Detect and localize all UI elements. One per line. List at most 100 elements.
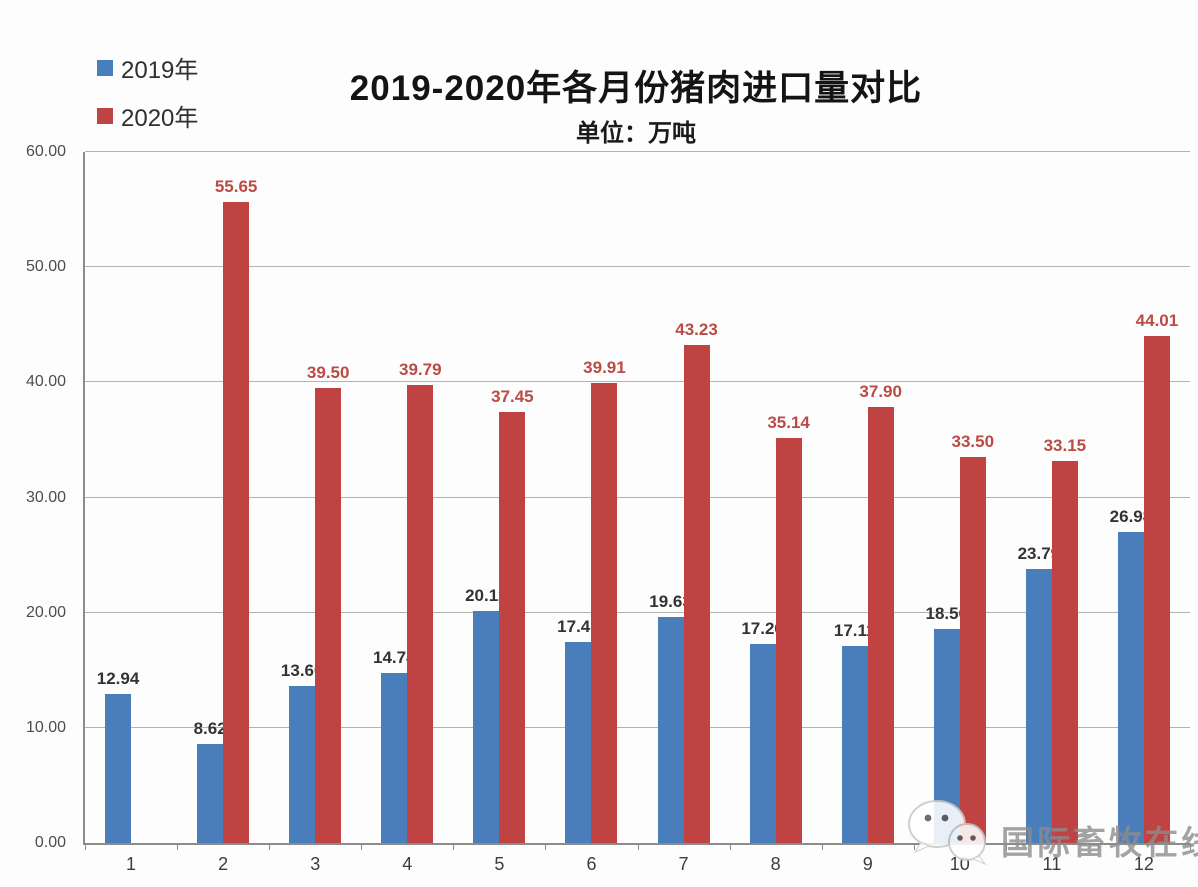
legend-label-2020: 2020年	[121, 105, 199, 132]
x-tick-label-7: 7	[678, 854, 689, 874]
bar-label-2020-m10: 33.50	[951, 432, 995, 452]
legend: 2019年 2020年	[97, 50, 198, 146]
bar-label-2020-m4: 39.79	[399, 359, 442, 379]
x-tick	[453, 843, 455, 850]
bar-2020-m2: 55.65	[215, 177, 257, 843]
bar-2020-m3: 39.50	[307, 363, 349, 843]
x-tick-label-3: 3	[310, 854, 321, 874]
bar-group-2: 8.62 55.65	[177, 152, 269, 843]
bar-2020-m10: 33.50	[952, 432, 994, 843]
bar-label-2019-m10: 18.56	[925, 604, 969, 624]
bar-2020-m8: 35.14	[767, 413, 810, 843]
y-tick-label-30: 30.00	[25, 488, 66, 506]
bar-2019-m5: 20.12	[465, 586, 508, 843]
x-tick	[361, 843, 363, 850]
bar-2019-m2: 8.62	[194, 719, 227, 843]
bar-label-2020-m2: 55.65	[214, 177, 258, 197]
wechat-icon	[903, 796, 999, 870]
bar-label-2019-m6: 17.47	[557, 616, 600, 636]
bar-label-2020-m7: 43.23	[675, 320, 718, 340]
x-tick	[1097, 843, 1099, 850]
x-tick-label-6: 6	[586, 854, 597, 874]
bar-label-2020-m6: 39.91	[583, 358, 626, 378]
gridline-20	[85, 611, 1190, 613]
gridline-30	[85, 496, 1190, 498]
bar-2019-m9: 17.11	[834, 621, 875, 843]
bar-group-8: 17.26 35.14	[730, 152, 822, 843]
bar-2019-m11: 23.79	[1018, 544, 1060, 843]
bar-label-2020-m11: 33.15	[1043, 436, 1087, 456]
y-tick-label-60: 60.00	[25, 143, 66, 160]
gridline-10	[85, 726, 1190, 728]
bar-2020-m4: 39.79	[399, 360, 442, 843]
bar-label-2019-m8: 17.26	[741, 619, 784, 639]
bar-2020-m5: 37.45	[491, 387, 534, 843]
bar-label-2019-m7: 19.63	[649, 591, 692, 611]
x-tick-label-2: 2	[218, 854, 229, 874]
x-tick-label-4: 4	[402, 854, 413, 874]
bar-label-2019-m3: 13.60	[280, 661, 324, 681]
bar-group-9: 17.11 37.90	[822, 152, 914, 843]
x-tick-label-1: 1	[126, 854, 137, 874]
x-tick	[913, 843, 915, 850]
bar-label-2019-m5: 20.12	[465, 586, 508, 606]
chart-title: 2019-2020年各月份猪肉进口量对比	[349, 69, 923, 108]
bar-label-2020-m3: 39.50	[306, 363, 350, 383]
bar-group-12: 26.98 44.01	[1098, 152, 1190, 843]
bar-label-2019-m11: 23.79	[1017, 544, 1061, 564]
bar-label-2020-m5: 37.45	[491, 386, 534, 406]
bar-label-2020-m9: 37.90	[859, 381, 902, 401]
y-tick-label-0: 0.00	[34, 834, 66, 851]
bar-group-7: 19.63 43.23	[638, 152, 730, 843]
x-tick-label-12: 12	[1133, 854, 1154, 874]
legend-swatch-2019	[97, 59, 113, 76]
watermark: 国际畜牧在线	[903, 796, 1198, 870]
bar-2020-m11: 33.15	[1044, 436, 1086, 843]
legend-swatch-2020	[97, 107, 113, 124]
x-tick	[85, 843, 86, 850]
plot-area: 12.94 1 8.62 55.65 2 13.60 39.50 3 14.74 39.79 4 20…	[83, 151, 1191, 874]
bar-2019-m4: 14.74	[373, 648, 416, 843]
y-tick-label-50: 50.00	[25, 258, 66, 276]
y-tick-label-40: 40.00	[25, 373, 66, 391]
bar-label-2020-m8: 35.14	[767, 413, 810, 433]
bar-2019-m6: 17.47	[557, 617, 600, 843]
x-tick	[729, 843, 731, 850]
bar-2020-m12: 44.01	[1136, 311, 1178, 843]
x-tick	[1005, 843, 1007, 850]
x-tick	[1190, 843, 1191, 850]
bar-group-4: 14.74 39.79	[361, 152, 453, 843]
x-tick	[269, 843, 271, 850]
bar-2020-m6: 39.91	[583, 358, 626, 843]
bar-group-6: 17.47 39.91	[545, 152, 637, 843]
bar-group-5: 20.12 37.45	[453, 152, 545, 843]
x-tick	[637, 843, 639, 850]
gridline-40	[85, 381, 1190, 383]
x-tick	[545, 843, 547, 850]
x-tick	[177, 843, 179, 850]
y-tick-label-10: 10.00	[25, 718, 66, 736]
x-tick-label-9: 9	[862, 854, 873, 874]
bar-2019-m8: 17.26	[741, 619, 784, 843]
bar-2019-m1: 12.94	[97, 669, 139, 843]
bar-2019-m3: 13.60	[281, 661, 323, 843]
legend-item-2020: 2020年	[97, 98, 198, 133]
x-tick-label-11: 11	[1042, 854, 1062, 874]
bar-group-10: 18.56 33.50	[914, 152, 1006, 843]
bar-2019-m12: 26.98	[1110, 507, 1152, 843]
x-tick-label-5: 5	[494, 854, 505, 874]
bar-label-2020-m12: 44.01	[1135, 311, 1179, 331]
bar-label-2019-m2: 8.62	[193, 718, 227, 738]
gridline-50	[85, 266, 1190, 268]
bar-2020-m7: 43.23	[675, 320, 718, 843]
bar-group-1: 12.94	[85, 152, 177, 843]
bar-label-2019-m12: 26.98	[1109, 507, 1153, 527]
bar-2020-m9: 37.90	[859, 382, 902, 843]
bar-label-2019-m9: 17.11	[833, 620, 876, 640]
bar-label-2019-m1: 12.94	[96, 668, 140, 688]
watermark-text: 国际畜牧在线	[1001, 824, 1198, 861]
bar-group-3: 13.60 39.50	[269, 152, 361, 843]
bar-group-11: 23.79 33.15	[1006, 152, 1098, 843]
legend-item-2019: 2019年	[97, 50, 198, 85]
chart-subtitle: 单位：万吨	[576, 120, 696, 147]
